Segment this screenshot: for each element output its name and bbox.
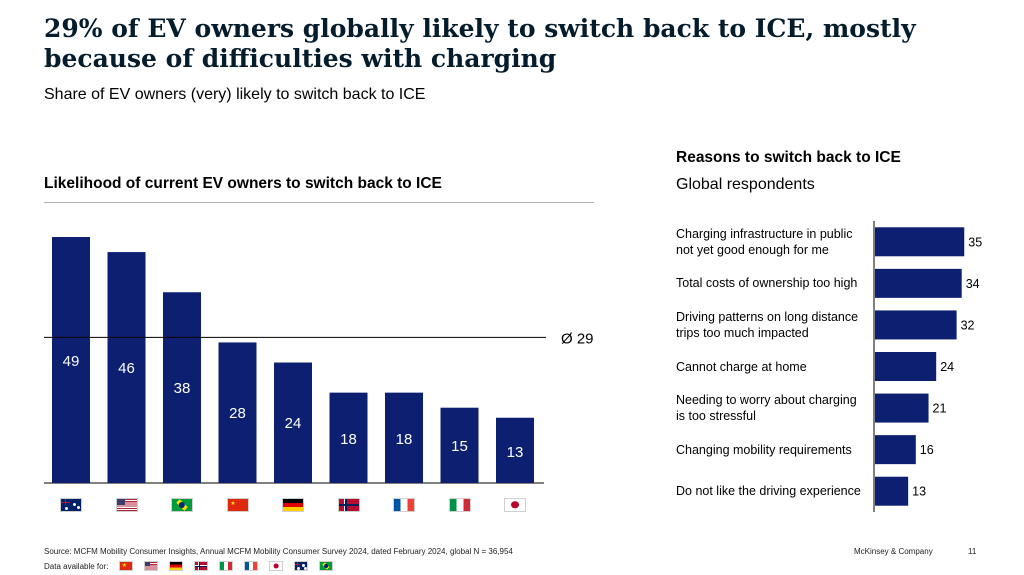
germany-flag [282, 498, 304, 512]
reason-label-line: Driving patterns on long distance [676, 309, 859, 324]
reason-bar [875, 393, 929, 423]
usa-flag [144, 561, 158, 571]
reason-bar [875, 435, 916, 465]
germany-flag [169, 561, 183, 571]
reason-label-line: Do not like the driving experience [676, 484, 861, 499]
reason-label: Charging infrastructure in public not yet… [676, 226, 871, 258]
country-bar-label: 28 [229, 405, 246, 422]
reason-bar-value: 21 [933, 402, 947, 416]
italy-flag [448, 498, 471, 512]
reason-label: Do not like the driving experience [676, 483, 871, 499]
reason-bar [875, 310, 957, 340]
country-bar-label: 24 [285, 415, 302, 432]
reason-bar [875, 352, 937, 381]
reason-bar [875, 268, 962, 298]
china-flag: ★ [226, 498, 249, 512]
norway-flag [337, 498, 360, 512]
country-bar [385, 392, 423, 483]
reason-bar-value: 32 [961, 318, 975, 332]
reason-label: Needing to worry about charging is too st… [676, 392, 871, 424]
reason-label-line: Changing mobility requirements [676, 442, 852, 457]
country-bar [163, 292, 201, 483]
country-bar-label: 46 [118, 360, 135, 377]
country-bar [440, 407, 479, 483]
brand-name: McKinsey & Company [854, 547, 933, 556]
source-note: Source: MCFM Mobility Consumer Insights,… [44, 547, 513, 556]
reason-label: Total costs of ownership too high [676, 275, 871, 291]
france-flag [244, 561, 258, 571]
norway-flag [194, 561, 208, 571]
country-bar [329, 392, 368, 483]
reason-bar-value: 24 [940, 360, 954, 374]
country-bar-label: 49 [63, 353, 80, 370]
reason-label: Cannot charge at home [676, 359, 871, 375]
reason-bar [875, 476, 909, 506]
reason-label-line: Charging infrastructure in public [676, 226, 853, 241]
brazil-flag [171, 498, 193, 512]
country-bar [496, 417, 534, 483]
reason-label-line: not yet good enough for me [676, 242, 829, 257]
brazil-flag [319, 561, 333, 571]
left-chart-title: Likelihood of current EV owners to switc… [44, 175, 442, 192]
country-bar [274, 362, 312, 483]
australia-flag [60, 498, 82, 512]
right-chart-subtitle: Global respondents [676, 176, 815, 193]
usa-flag [115, 498, 138, 512]
japan-flag [269, 561, 283, 571]
japan-flag [504, 498, 526, 512]
france-flag [393, 498, 415, 512]
reason-label-line: Cannot charge at home [676, 359, 807, 374]
country-bar-label: 18 [396, 431, 413, 448]
reason-bar-value: 34 [966, 277, 980, 291]
reason-label-line: Total costs of ownership too high [676, 276, 858, 291]
reason-label-line: is too stressful [676, 409, 756, 424]
country-bar-label: 18 [340, 431, 357, 448]
reason-bar-value: 16 [920, 443, 934, 457]
page-title: 29% of EV owners globally likely to swit… [44, 14, 916, 73]
china-flag: ★ [119, 561, 133, 571]
reason-label: Changing mobility requirements [676, 442, 871, 458]
right-chart-title: Reasons to switch back to ICE [676, 149, 901, 166]
country-bar-label: 13 [507, 444, 524, 461]
reason-label: Driving patterns on long distance trips t… [676, 309, 871, 341]
reason-label-line: trips too much impacted [676, 325, 809, 340]
reason-label-line: Needing to worry about charging [676, 393, 857, 408]
country-bar [218, 342, 257, 483]
left-chart-divider [44, 202, 594, 203]
country-bar [107, 252, 146, 483]
italy-flag [219, 561, 233, 571]
reason-bar-value: 13 [912, 485, 926, 499]
australia-flag [294, 561, 308, 571]
average-reference-label: Ø 29 [561, 330, 594, 347]
country-bar-label: 38 [174, 380, 191, 397]
country-bar-label: 15 [451, 438, 468, 455]
country-bar [52, 237, 90, 483]
page-subtitle: Share of EV owners (very) likely to swit… [44, 86, 426, 103]
page-number: 11 [968, 547, 977, 556]
reason-bar [875, 227, 965, 257]
data-available-label: Data available for: [44, 562, 109, 571]
reason-bar-value: 35 [968, 235, 982, 249]
